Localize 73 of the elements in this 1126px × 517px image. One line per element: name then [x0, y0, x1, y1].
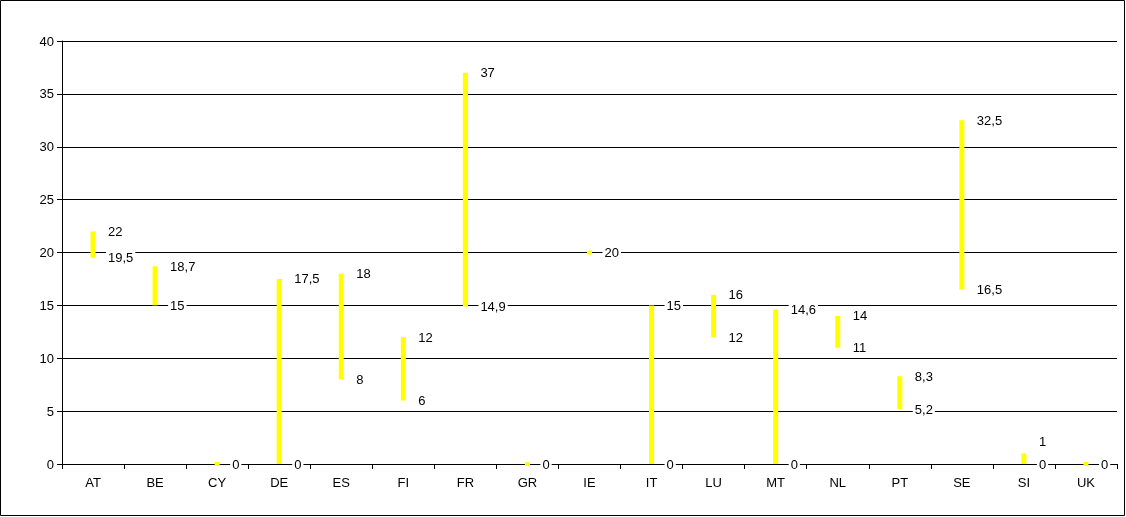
annotation: 37: [480, 65, 495, 81]
annotation: 12: [418, 329, 433, 345]
bar: [711, 294, 717, 338]
y-tick-label: 20: [39, 245, 54, 260]
annotation: 0: [542, 456, 550, 472]
x-tick-label: SI: [1017, 475, 1031, 490]
x-tick-label: IE: [583, 475, 596, 490]
x-tick-label: LU: [705, 475, 722, 490]
annotation: 14: [852, 308, 868, 324]
bar: [587, 250, 592, 255]
bar: [152, 266, 158, 306]
annotation: 20: [604, 245, 619, 260]
x-tick-label: SE: [953, 475, 971, 490]
annotation: 0: [1100, 456, 1109, 472]
x-tick-label: MT: [766, 475, 786, 490]
annotation: 16,5: [976, 282, 1003, 298]
annotation: 1: [1038, 434, 1047, 450]
y-tick-label: 40: [39, 33, 54, 49]
annotation: 8,3: [914, 368, 933, 384]
x-tick-label: ES: [332, 475, 351, 490]
bar: [1083, 462, 1089, 466]
bar: [276, 278, 282, 464]
bar: [214, 462, 220, 466]
y-tick-label: 35: [39, 86, 54, 102]
annotation: 0: [666, 456, 674, 472]
x-tick-label: NL: [829, 475, 847, 490]
y-tick-label: 30: [39, 139, 54, 155]
annotation: 5,2: [914, 401, 933, 417]
bar: [897, 376, 903, 410]
annotation: 11: [852, 340, 867, 356]
annotation: 19,5: [108, 250, 134, 266]
annotation: 22: [108, 223, 123, 239]
x-tick-label: AT: [85, 475, 101, 490]
y-tick-label: 15: [39, 297, 54, 313]
bar: [959, 120, 965, 290]
x-tick-label: FR: [456, 475, 475, 490]
annotation: 0: [1038, 456, 1047, 472]
annotation: 6: [418, 393, 426, 409]
annotation: 18: [356, 266, 371, 282]
bar: [524, 462, 530, 466]
x-tick-label: FI: [397, 475, 410, 490]
bar: [338, 273, 344, 380]
bar: [649, 305, 655, 464]
x-tick-label: UK: [1076, 475, 1096, 490]
x-tick-label: DE: [270, 475, 289, 490]
annotation: 8: [356, 371, 364, 387]
annotation: 0: [790, 456, 798, 472]
x-tick-label: BE: [146, 475, 165, 490]
bar: [1021, 453, 1027, 464]
bar: [835, 315, 841, 348]
annotation: 14,6: [790, 302, 816, 318]
annotation: 18,7: [170, 258, 196, 274]
annotation: 15: [170, 297, 185, 313]
annotation: 12: [728, 329, 744, 345]
annotation: 16: [728, 287, 744, 303]
annotation: 32,5: [976, 112, 1003, 128]
y-tick-label: 10: [39, 350, 54, 366]
x-tick-label: IT: [645, 475, 658, 490]
x-tick-label: GR: [517, 475, 538, 490]
annotation: 14,9: [480, 298, 506, 314]
bar: [90, 231, 96, 258]
x-tick-label: CY: [208, 475, 227, 490]
annotation: 0: [294, 456, 302, 472]
bar: [773, 309, 779, 464]
x-tick-label: PT: [891, 475, 909, 490]
bar: [400, 337, 406, 401]
annotation: 0: [232, 456, 240, 472]
y-tick-label: 0: [46, 456, 54, 472]
bar: [462, 72, 468, 307]
annotation: 15: [666, 297, 682, 313]
y-tick-label: 25: [39, 192, 54, 208]
annotation: 17,5: [294, 271, 320, 287]
y-tick-label: 5: [46, 403, 54, 419]
